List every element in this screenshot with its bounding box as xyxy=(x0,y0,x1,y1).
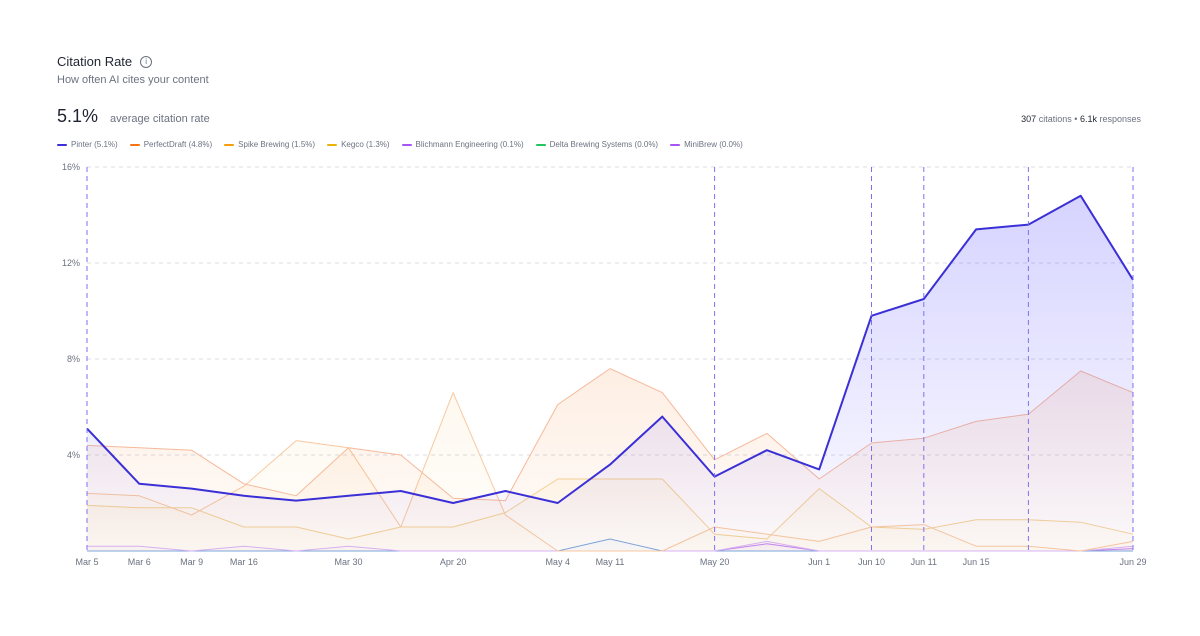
citations-label: citations xyxy=(1038,114,1072,124)
legend-item[interactable]: Pinter (5.1%) xyxy=(57,140,118,149)
legend-item[interactable]: Spike Brewing (1.5%) xyxy=(224,140,315,149)
series-line-pinter xyxy=(86,194,1134,504)
responses-count: 6.1k xyxy=(1079,114,1097,124)
average-label: average citation rate xyxy=(110,113,210,125)
legend-swatch xyxy=(670,143,681,146)
x-tick-label: Mar 9 xyxy=(180,557,203,567)
x-tick-label: Jun 29 xyxy=(1119,557,1146,567)
legend-label: PerfectDraft (4.8%) xyxy=(143,140,213,149)
legend-item[interactable]: Delta Brewing Systems (0.0%) xyxy=(535,140,659,149)
legend-item[interactable]: Blichmann Engineering (0.1%) xyxy=(401,140,524,149)
title-row: Citation Rate i xyxy=(57,54,153,69)
responses-label: responses xyxy=(1099,114,1141,124)
legend-swatch xyxy=(129,143,140,146)
legend-item[interactable]: Kegco (1.3%) xyxy=(327,140,390,149)
x-tick-label: Mar 5 xyxy=(75,557,98,567)
y-tick-label: 12% xyxy=(62,258,80,268)
legend-label: MiniBrew (0.0%) xyxy=(684,140,743,149)
legend-swatch xyxy=(327,143,338,146)
legend-label: Kegco (1.3%) xyxy=(341,140,390,149)
legend-swatch xyxy=(224,143,235,146)
x-tick-label: Mar 16 xyxy=(230,557,258,567)
legend-item[interactable]: PerfectDraft (4.8%) xyxy=(129,140,213,149)
x-tick-label: Mar 6 xyxy=(128,557,151,567)
legend-label: Blichmann Engineering (0.1%) xyxy=(415,140,524,149)
chart-legend: Pinter (5.1%) PerfectDraft (4.8%) Spike Br… xyxy=(57,140,743,149)
y-tick-label: 4% xyxy=(67,450,80,460)
x-tick-label: May 4 xyxy=(545,557,570,567)
y-tick-label: 16% xyxy=(62,162,80,172)
citations-summary: 307 citations • 6.1k responses xyxy=(1021,114,1141,124)
legend-item[interactable]: MiniBrew (0.0%) xyxy=(670,140,743,149)
series-area-pinter xyxy=(87,195,1133,552)
legend-swatch xyxy=(401,143,412,146)
legend-label: Spike Brewing (1.5%) xyxy=(238,140,316,149)
legend-swatch xyxy=(535,143,546,146)
chart-title: Citation Rate xyxy=(57,54,133,69)
x-tick-label: Jun 15 xyxy=(963,557,990,567)
average-stat: 5.1% average citation rate xyxy=(57,106,210,127)
x-tick-label: Apr 20 xyxy=(440,557,467,567)
legend-label: Delta Brewing Systems (0.0%) xyxy=(549,140,659,149)
x-tick-label: May 20 xyxy=(700,557,730,567)
x-tick-label: Jun 1 xyxy=(808,557,830,567)
y-tick-label: 8% xyxy=(67,354,80,364)
legend-label: Pinter (5.1%) xyxy=(71,140,118,149)
x-tick-label: May 11 xyxy=(596,557,625,567)
separator-dot: • xyxy=(1074,114,1078,124)
legend-swatch xyxy=(57,143,67,146)
info-icon[interactable]: i xyxy=(140,55,153,68)
chart-subtitle: How often AI cites your content xyxy=(57,74,209,86)
x-tick-label: Mar 30 xyxy=(334,557,362,567)
citations-count: 307 xyxy=(1021,114,1037,124)
average-value: 5.1% xyxy=(57,106,99,126)
x-tick-label: Jun 11 xyxy=(911,557,937,567)
x-tick-label: Jun 10 xyxy=(858,557,885,567)
